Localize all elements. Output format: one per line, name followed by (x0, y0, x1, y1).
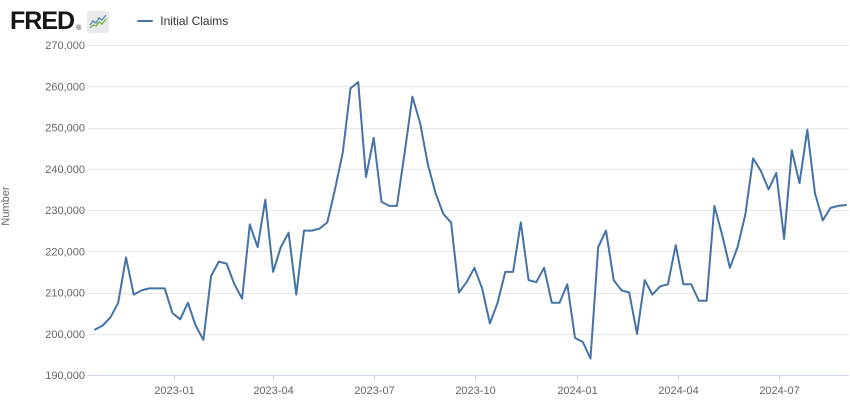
y-tick-label-270000: 270,000 (45, 40, 85, 52)
x-tick-label-2024-01: 2024-01 (557, 385, 597, 397)
x-tick-label-2023-01: 2023-01 (154, 385, 194, 397)
x-tick-label-2023-10: 2023-10 (455, 385, 495, 397)
y-tick-label-220000: 220,000 (45, 246, 85, 258)
legend-line-icon (137, 20, 154, 22)
legend-label: Initial Claims (160, 14, 229, 28)
y-tick-label-240000: 240,000 (45, 164, 85, 176)
y-tick-label-250000: 250,000 (45, 123, 85, 135)
fred-logo-text: FRED (10, 7, 75, 35)
y-tick-label-190000: 190,000 (45, 370, 85, 382)
x-tick-label-2024-07: 2024-07 (759, 385, 799, 397)
y-tick-label-210000: 210,000 (45, 288, 85, 300)
y-tick-label-230000: 230,000 (45, 205, 85, 217)
x-tick-label-2024-04: 2024-04 (658, 385, 698, 397)
x-tick-label-2023-04: 2023-04 (253, 385, 293, 397)
y-tick-label-200000: 200,000 (45, 329, 85, 341)
x-tick-label-2023-07: 2023-07 (354, 385, 394, 397)
chart-header: FRED ® Initial Claims (10, 6, 840, 36)
series-line-initial-claims[interactable] (94, 81, 847, 360)
y-tick-label-260000: 260,000 (45, 81, 85, 93)
y-axis-title: Number (0, 186, 12, 226)
fred-logo[interactable]: FRED ® (10, 7, 110, 35)
sparkline-icon (87, 11, 110, 33)
registered-trademark-icon: ® (76, 25, 82, 32)
legend-item-initial-claims[interactable]: Initial Claims (137, 14, 228, 28)
